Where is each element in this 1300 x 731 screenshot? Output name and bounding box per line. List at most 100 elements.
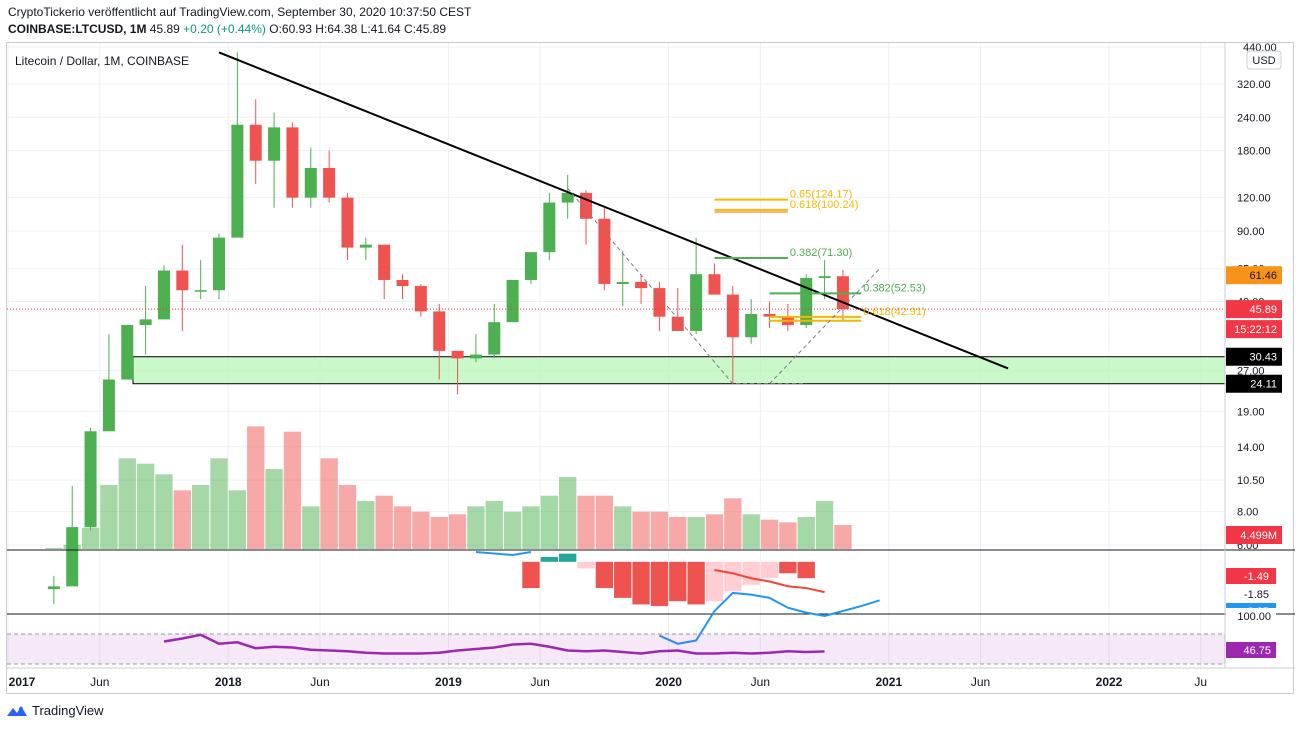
candle-body [378, 244, 391, 280]
volume-bar [228, 490, 247, 549]
time-tick-label: 2019 [435, 675, 462, 689]
footer-brand[interactable]: TradingView [6, 703, 104, 718]
trendline [218, 51, 1009, 370]
macd-histogram-bar [632, 561, 650, 605]
candle-body [66, 527, 79, 587]
volume-bar [118, 458, 136, 549]
macd-histogram-bar [742, 561, 760, 585]
macd-signal-line [714, 569, 825, 594]
fib-label: 0.382(71.30) [790, 247, 852, 259]
macd-histogram-bar [687, 561, 705, 605]
projection-path [567, 188, 807, 385]
volume-bar [375, 495, 393, 549]
volume-bar [412, 511, 430, 549]
footer-text: TradingView [32, 703, 104, 718]
volume-bar [577, 495, 595, 549]
volume-bar [559, 477, 577, 549]
price-change: +0.20 (+0.44%) [183, 22, 266, 36]
price-tick-label: 10.50 [1237, 475, 1265, 487]
macd-histogram-bar [650, 561, 669, 607]
macd-histogram-bar [705, 561, 724, 602]
volume-bar [136, 463, 155, 549]
candle-body [433, 311, 446, 351]
macd-badge [1226, 568, 1276, 584]
candle-body [139, 319, 152, 326]
price-badge-label: 61.46 [1249, 270, 1277, 282]
rsi-band [7, 634, 1225, 664]
candle-body [249, 124, 262, 161]
candle-body [726, 294, 739, 338]
candle-body [451, 350, 464, 359]
fib-label: 0.382(52.53) [863, 282, 925, 294]
volume-bar [430, 517, 448, 549]
candle-body [745, 313, 758, 338]
volume-bar [448, 514, 467, 549]
volume-bar [503, 511, 522, 549]
price-tick-label: 180.00 [1237, 146, 1271, 158]
publisher-text: CryptoTickerio veröffentlicht auf Tradin… [8, 5, 472, 19]
candle-body [121, 325, 134, 380]
candle-body [268, 127, 281, 161]
volume-bar [669, 517, 687, 549]
volume-bar [540, 495, 558, 549]
candle-body [616, 281, 629, 284]
volume-bar [173, 490, 191, 549]
candle-body [561, 192, 574, 203]
volume-bar [192, 485, 210, 549]
macd-histogram-bar [540, 556, 558, 562]
volume-bar [283, 431, 302, 549]
candle-body [598, 218, 611, 284]
volume-bar [45, 547, 63, 549]
price-badge [1226, 266, 1282, 285]
currency-label: USD [1252, 55, 1275, 67]
candle-body [84, 431, 97, 528]
volume-bar [742, 514, 760, 549]
volume-bar [467, 506, 485, 549]
candle-body [194, 290, 207, 292]
currency-box [1246, 50, 1282, 70]
price-badge-label: 4.499M [1240, 530, 1277, 542]
last-price: 45.89 [149, 22, 180, 36]
price-tick-label: 8.00 [1237, 507, 1258, 519]
price-tick-label: 320.00 [1237, 79, 1271, 91]
macd-line [659, 591, 880, 645]
macd-badge-label: -1.49 [1244, 571, 1269, 583]
volume-bar [687, 517, 705, 549]
price-tick-label: 14.00 [1237, 442, 1265, 454]
volume-bar [614, 506, 632, 549]
candle-body [763, 313, 776, 317]
volume-bar [81, 527, 100, 549]
candle-body [708, 274, 721, 295]
chart-legend: Litecoin / Dollar, 1M, COINBASE [15, 54, 189, 68]
price-badge [1226, 374, 1282, 393]
candle-body [653, 288, 666, 317]
candle-body [488, 322, 501, 355]
macd-histogram-bar [522, 561, 540, 589]
projection-path [769, 268, 880, 385]
price-badge [1226, 347, 1282, 366]
candle-body [176, 270, 189, 291]
candle-body [304, 167, 317, 198]
candle-body [341, 197, 354, 248]
time-tick-label: 2022 [1096, 675, 1123, 689]
volume-bar [815, 501, 834, 549]
candle-body [671, 316, 684, 331]
volume-bar [760, 519, 779, 549]
rsi-badge-label: 46.75 [1243, 645, 1271, 657]
tradingview-logo-icon [7, 705, 27, 716]
time-tick-label: Jun [971, 675, 990, 689]
volume-bar [155, 474, 173, 549]
time-tick-label: Jun [310, 675, 329, 689]
fib-label: 0.618(42.91) [863, 306, 925, 318]
chart-svg[interactable]: 0.65(124.17)0.618(100.24) 0.382(71.30) 0.3… [7, 42, 1295, 695]
time-tick-label: 2020 [655, 675, 682, 689]
price-badge-label: 24.11 [1250, 379, 1277, 391]
macd-histogram-bar [559, 553, 577, 562]
candle-body [359, 244, 372, 248]
volume-bar [210, 458, 228, 549]
volume-bar [320, 458, 338, 549]
candle-body [543, 202, 556, 253]
macd-histogram-bar [779, 561, 797, 574]
price-badge [1226, 320, 1282, 339]
volume-bar [650, 511, 669, 549]
